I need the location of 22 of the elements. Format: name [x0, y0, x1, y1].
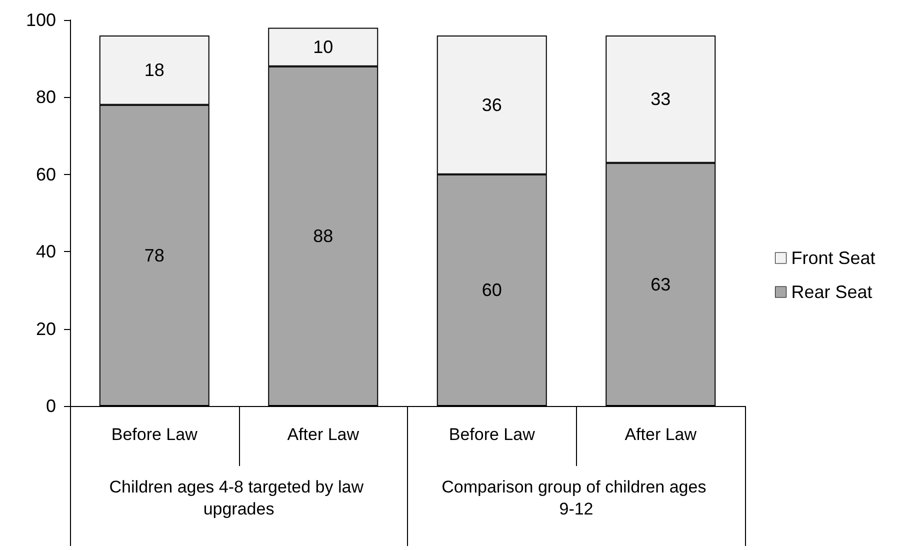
data-label: 33 — [650, 89, 671, 110]
data-label: 18 — [144, 60, 164, 80]
y-tick-label: 0 — [46, 396, 56, 416]
y-tick-label: 20 — [36, 318, 56, 339]
x-tick-label: After Law — [287, 425, 360, 444]
data-label: 63 — [650, 274, 671, 294]
y-tick-label: 100 — [26, 10, 56, 30]
data-label: 36 — [482, 94, 502, 115]
y-tick-label: 60 — [36, 164, 56, 184]
y-tick-label: 40 — [36, 242, 56, 262]
legend-label: Front Seat — [791, 248, 876, 268]
data-label: 78 — [144, 245, 164, 266]
data-label: 88 — [313, 226, 334, 246]
legend-label: Rear Seat — [791, 282, 872, 302]
data-label: 10 — [313, 37, 334, 58]
data-label: 60 — [482, 280, 502, 300]
x-tick-label: After Law — [624, 425, 698, 444]
x-tick-label: Before Law — [448, 425, 536, 444]
y-tick-label: 80 — [36, 87, 56, 108]
text: Children ages 4-8 targeted by law upgrades — [109, 478, 368, 518]
text: Comparison group of children ages 9-12 — [442, 478, 711, 518]
x-tick-label: Before Law — [111, 425, 198, 444]
